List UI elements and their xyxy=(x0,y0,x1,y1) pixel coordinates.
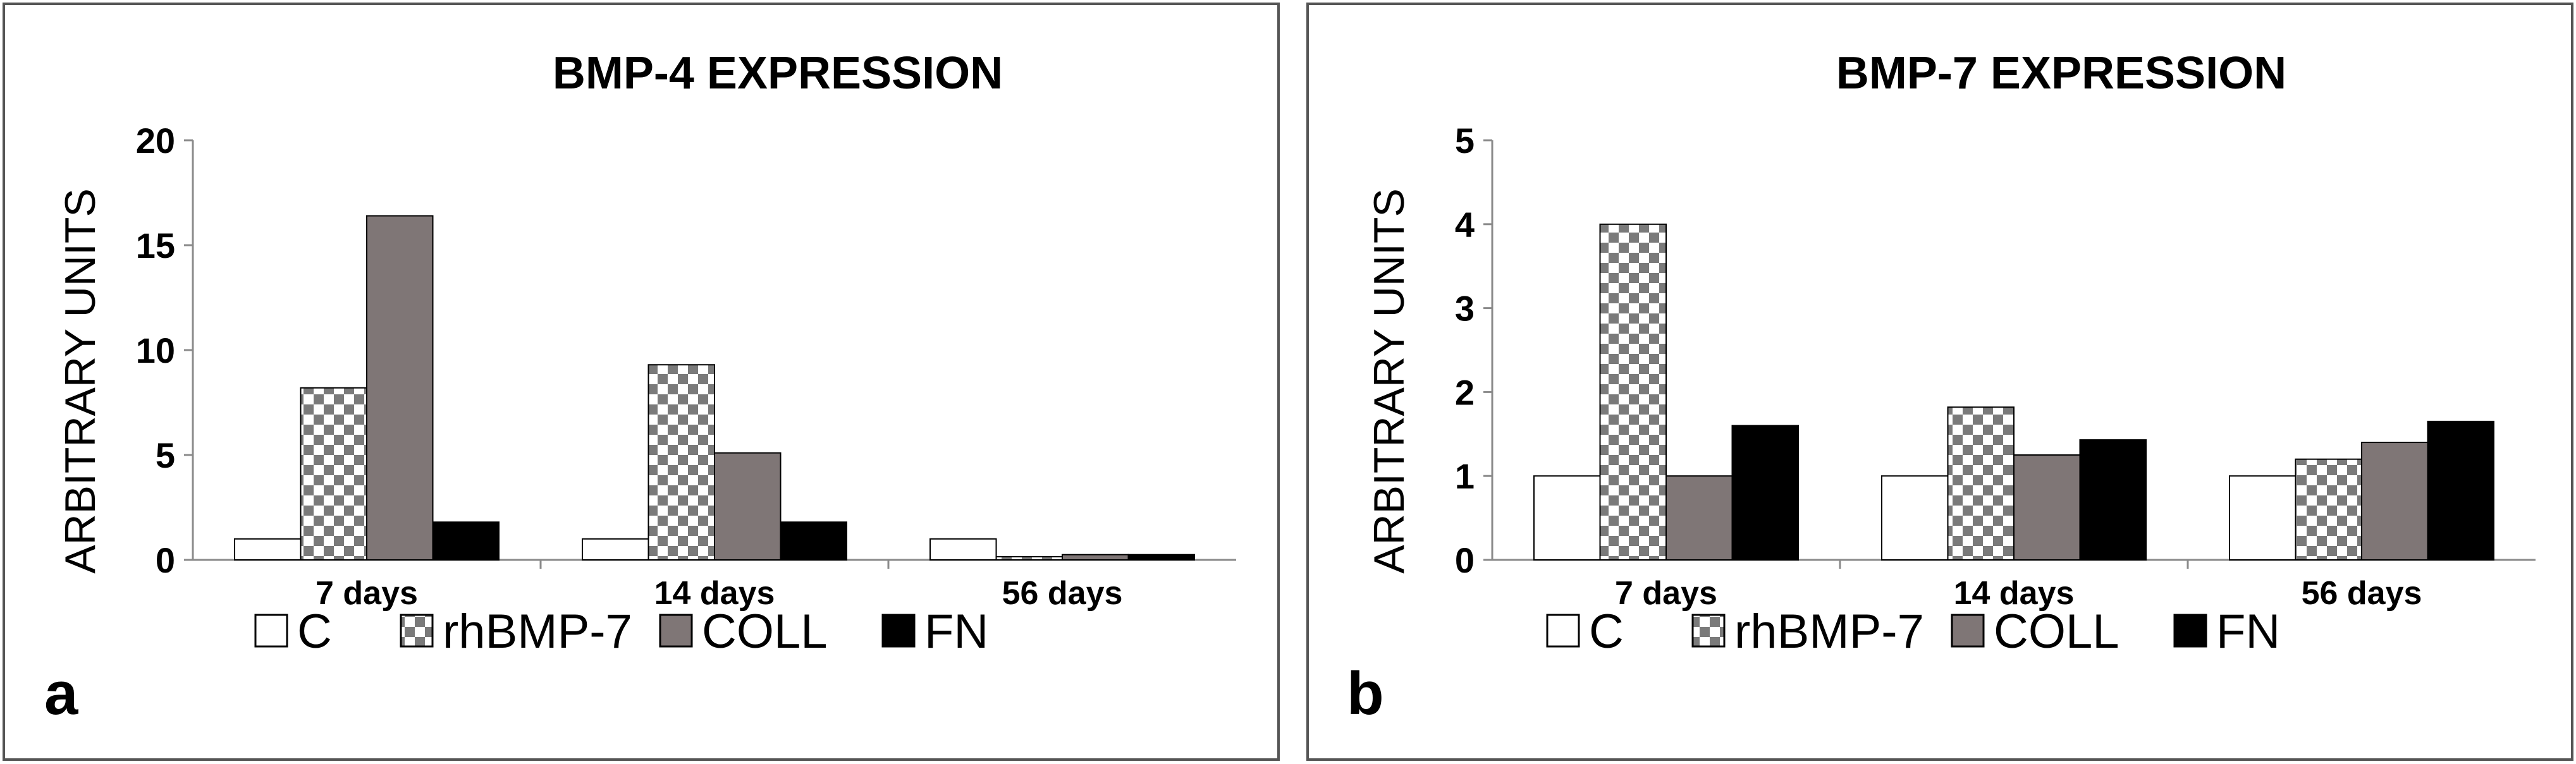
panel-a-bar-fn-1 xyxy=(432,521,500,561)
panel-b-plot: 0 1 2 3 4 5 7 days 14 days 56 days xyxy=(1455,121,2536,612)
panel-b-bar-rhbmp-7-1 xyxy=(1599,223,1667,561)
panel-b-legend-label-rhbmp-7: rhBMP-7 xyxy=(1734,605,1924,658)
panel-b: BMP-7 EXPRESSION ARBITRARY UNITS 0 1 2 3 4 5 7… xyxy=(1306,3,2573,761)
panel-a-bar-fn-2 xyxy=(780,521,847,561)
panel-a-bar-coll-2 xyxy=(714,452,782,561)
panel-a-legend-swatch-rhbmp-7 xyxy=(400,614,434,648)
panel-a-x-tick-label: 7 days xyxy=(316,575,418,612)
panel-a-legend-label-fn: FN xyxy=(924,605,988,658)
panel-b-bar-rhbmp-7-3 xyxy=(2295,458,2362,561)
panel-b-x-tick-label: 7 days xyxy=(1615,575,1717,612)
panel-b-bar-fn-2 xyxy=(2079,439,2147,561)
panel-a-legend-swatch-fn xyxy=(881,614,916,648)
panel-b-y-tick-label: 5 xyxy=(1455,121,1475,161)
panel-a-bar-rhbmp-7-1 xyxy=(300,387,367,561)
panel-a-bar-c-3 xyxy=(929,538,997,561)
panel-b-bar-fn-3 xyxy=(2427,420,2494,561)
panel-a-y-tick-label: 5 xyxy=(156,435,175,475)
panel-b-x-tick-label: 56 days xyxy=(2302,575,2422,612)
panel-b-legend-swatch-coll xyxy=(1951,614,1985,648)
panel-b-y-tick-label: 1 xyxy=(1455,456,1475,496)
panel-b-legend-label-c: C xyxy=(1589,605,1624,658)
panel-b-y-tick-label: 3 xyxy=(1455,289,1475,329)
panel-b-legend-swatch-fn xyxy=(2173,614,2207,648)
panel-b-x-tick-label: 14 days xyxy=(1954,575,2075,612)
panel-a-y-axis-label: ARBITRARY UNITS xyxy=(56,188,104,574)
panel-a: BMP-4 EXPRESSION ARBITRARY UNITS 0 5 10 15 2… xyxy=(3,3,1280,761)
panel-a-legend-swatch-c xyxy=(254,614,288,648)
panel-b-frame xyxy=(1306,3,2573,761)
panel-a-y-tick-label: 15 xyxy=(136,226,175,265)
panel-a-bar-rhbmp-7-2 xyxy=(647,364,715,561)
panel-a-title: BMP-4 EXPRESSION xyxy=(553,48,1003,99)
panel-b-legend-swatch-c xyxy=(1546,614,1580,648)
panel-a-y-tick-label: 10 xyxy=(136,330,175,370)
panel-b-y-tick-label: 2 xyxy=(1455,372,1475,412)
panel-a-bar-coll-3 xyxy=(1062,554,1129,561)
panel-b-y-tick-label: 4 xyxy=(1455,205,1475,245)
panel-b-bar-rhbmp-7-2 xyxy=(1947,406,2015,561)
panel-b-letter: b xyxy=(1347,660,1384,727)
panel-a-legend-label-coll: COLL xyxy=(702,605,828,658)
panel-b-legend-label-fn: FN xyxy=(2216,605,2280,658)
panel-b-legend-label-coll: COLL xyxy=(1994,605,2119,658)
panel-a-y-tick-label: 0 xyxy=(156,540,175,580)
panel-a-legend-label-c: C xyxy=(297,605,332,658)
panel-b-bar-c-2 xyxy=(1881,475,1949,561)
panel-a-bar-c-2 xyxy=(582,538,649,561)
panel-b-bar-coll-3 xyxy=(2361,442,2429,561)
panel-a-bar-rhbmp-7-3 xyxy=(995,556,1063,561)
panel-a-bar-c-1 xyxy=(234,538,302,561)
panel-a-bar-fn-3 xyxy=(1127,554,1195,561)
panel-b-y-tick-label: 0 xyxy=(1455,540,1475,580)
panel-a-frame xyxy=(3,3,1280,761)
panel-a-x-tick-label: 14 days xyxy=(654,575,775,612)
panel-b-y-axis-label: ARBITRARY UNITS xyxy=(1365,188,1413,574)
panel-b-title: BMP-7 EXPRESSION xyxy=(1836,48,2286,99)
panel-b-bar-c-3 xyxy=(2229,475,2297,561)
panel-a-bar-coll-1 xyxy=(366,215,434,561)
panel-b-bar-coll-1 xyxy=(1665,475,1733,561)
panel-b-bar-fn-1 xyxy=(1731,425,1799,561)
panel-a-plot: 0 5 10 15 20 7 days 14 days 56 days xyxy=(136,121,1236,612)
panel-a-y-tick-label: 20 xyxy=(136,121,175,161)
panel-b-bar-coll-2 xyxy=(2013,454,2081,561)
panel-b-bar-c-1 xyxy=(1533,475,1601,561)
panel-a-legend-label-rhbmp-7: rhBMP-7 xyxy=(443,605,632,658)
panel-a-x-tick-label: 56 days xyxy=(1002,575,1123,612)
panel-b-legend-swatch-rhbmp-7 xyxy=(1691,614,1726,648)
panel-a-legend-swatch-coll xyxy=(659,614,693,648)
panel-a-letter: a xyxy=(44,660,78,727)
